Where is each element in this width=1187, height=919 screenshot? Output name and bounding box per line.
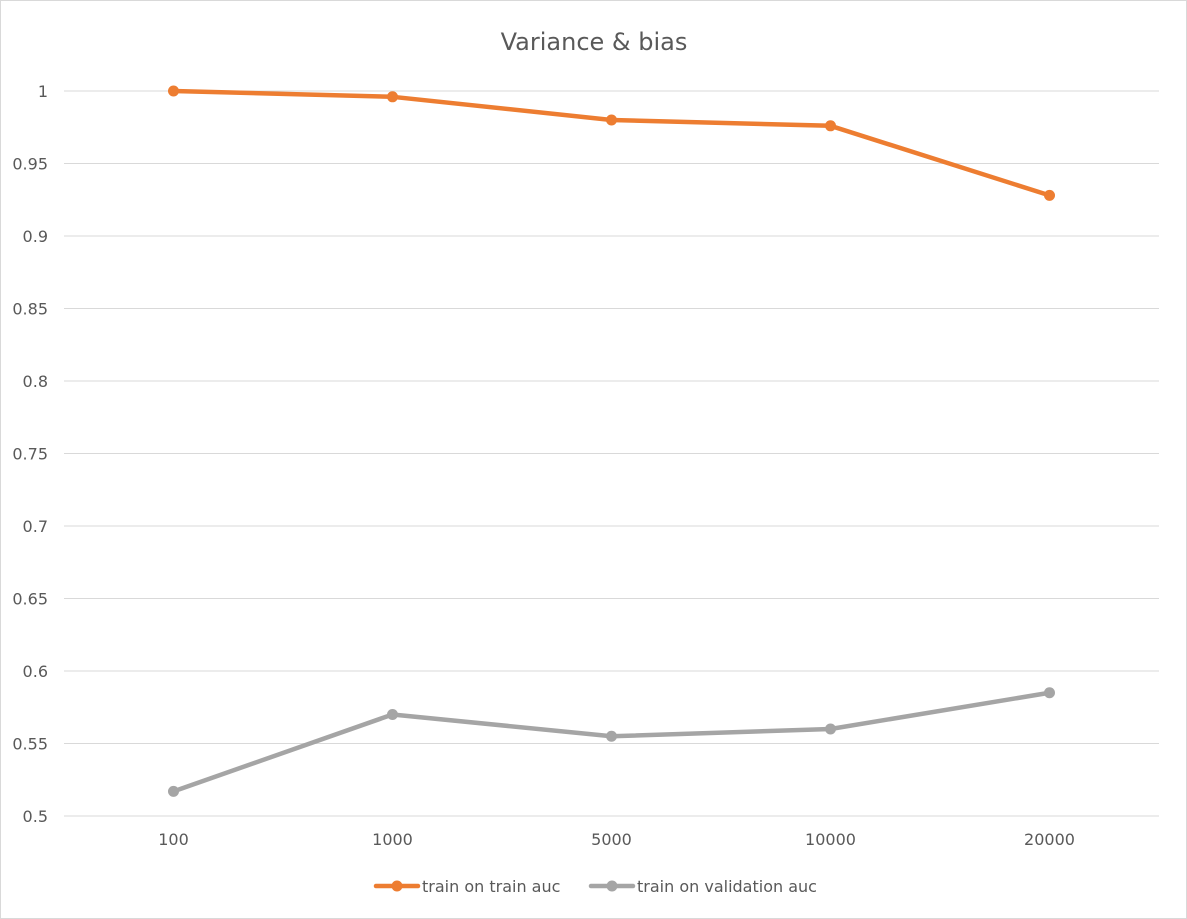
y-tick-label: 0.5 bbox=[23, 807, 48, 826]
series-line bbox=[171, 690, 1052, 794]
x-tick-label: 10000 bbox=[805, 830, 856, 849]
legend-label: train on validation auc bbox=[637, 877, 817, 896]
y-tick-label: 0.95 bbox=[12, 155, 48, 174]
y-tick-label: 0.8 bbox=[23, 372, 48, 391]
y-tick-label: 0.9 bbox=[23, 227, 48, 246]
data-point bbox=[1044, 687, 1055, 699]
legend-item: train on validation auc bbox=[588, 877, 817, 896]
y-tick-label: 0.65 bbox=[12, 590, 48, 609]
series-line bbox=[171, 88, 1052, 198]
data-point bbox=[825, 120, 836, 132]
data-point bbox=[606, 114, 617, 126]
series-lines bbox=[168, 85, 1055, 797]
y-tick-label: 0.7 bbox=[23, 517, 48, 536]
x-tick-label: 20000 bbox=[1024, 830, 1075, 849]
x-tick-label: 1000 bbox=[372, 830, 413, 849]
legend-marker bbox=[606, 880, 618, 892]
data-point bbox=[387, 91, 398, 103]
x-axis-ticks: 100 1000 5000 10000 20000 bbox=[158, 830, 1075, 849]
chart-title: Variance & bias bbox=[501, 28, 688, 56]
y-axis-ticks: 0.5 0.55 0.6 0.65 0.7 0.75 0.8 0.85 0.9 0.95 1 bbox=[12, 82, 48, 826]
y-tick-label: 0.6 bbox=[23, 662, 48, 681]
y-tick-label: 1 bbox=[38, 82, 48, 101]
data-point bbox=[1044, 189, 1055, 201]
legend-marker bbox=[391, 880, 403, 892]
legend: train on train auc train on validation au… bbox=[373, 877, 817, 896]
data-point bbox=[168, 785, 179, 797]
x-tick-label: 5000 bbox=[591, 830, 632, 849]
series-1 bbox=[168, 85, 1055, 201]
y-tick-label: 0.85 bbox=[12, 300, 48, 319]
data-point bbox=[387, 709, 398, 720]
data-point bbox=[606, 730, 617, 742]
series-2 bbox=[168, 687, 1055, 797]
gridlines bbox=[64, 90, 1159, 817]
legend-label: train on train auc bbox=[422, 877, 560, 896]
data-point bbox=[825, 723, 836, 735]
data-point bbox=[168, 85, 179, 97]
y-tick-label: 0.75 bbox=[12, 445, 48, 464]
x-tick-label: 100 bbox=[158, 830, 189, 849]
y-tick-label: 0.55 bbox=[12, 735, 48, 754]
legend-item: train on train auc bbox=[373, 877, 560, 896]
